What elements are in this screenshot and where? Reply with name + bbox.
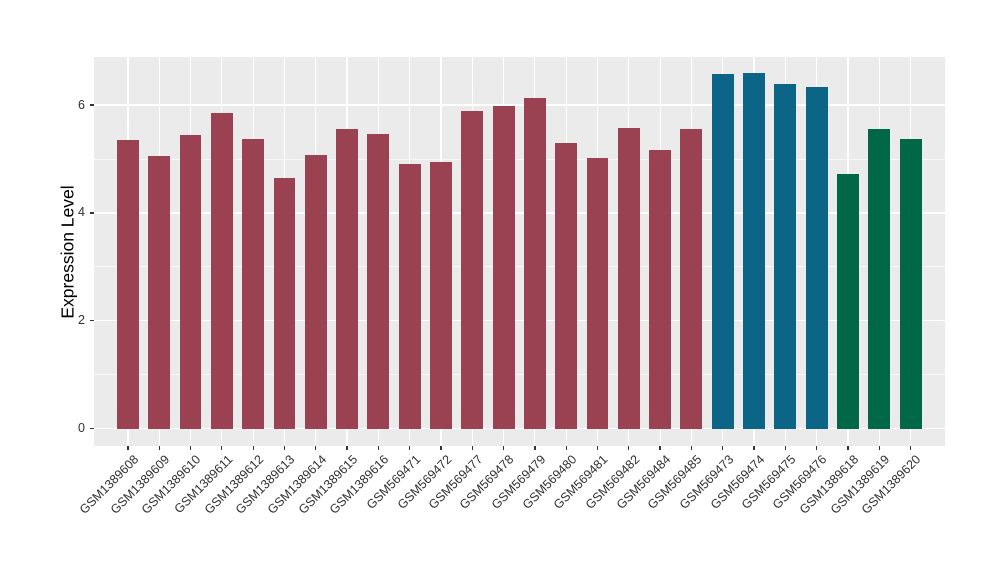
y-axis-tick — [89, 427, 94, 430]
h-gridline-minor — [93, 266, 945, 268]
x-axis-tick — [377, 446, 380, 450]
x-axis-tick — [659, 446, 661, 450]
bar-GSM1389620 — [899, 138, 922, 429]
bar-GSM1389611 — [210, 113, 233, 429]
x-axis-tick — [189, 446, 192, 450]
bar-GSM1389609 — [148, 155, 171, 429]
x-axis-tick — [722, 446, 724, 450]
x-axis-tick — [409, 446, 411, 450]
x-axis-tick — [502, 446, 505, 450]
x-axis-tick — [784, 446, 786, 450]
bar-GSM569482 — [617, 128, 640, 429]
bar-GSM1389613 — [273, 177, 296, 429]
h-gridline-major — [93, 427, 945, 430]
bar-GSM569485 — [680, 128, 703, 429]
h-gridline-major — [93, 212, 945, 214]
h-gridline-major — [93, 320, 945, 322]
h-gridline-minor — [93, 158, 945, 160]
bar-GSM569474 — [743, 73, 765, 429]
x-axis-tick — [283, 446, 286, 450]
h-gridline-minor — [93, 374, 945, 376]
bar-GSM569472 — [430, 161, 452, 429]
x-axis-tick — [753, 446, 755, 450]
y-tick-label: 2 — [78, 313, 85, 328]
h-gridline-major — [93, 104, 945, 106]
bar-GSM1389608 — [116, 140, 139, 429]
plot-panel — [93, 57, 945, 446]
x-axis-tick — [596, 446, 599, 450]
bar-GSM569471 — [398, 164, 421, 429]
bar-GSM569481 — [586, 157, 609, 429]
x-axis-tick — [158, 446, 160, 450]
y-tick-label: 6 — [78, 97, 85, 112]
x-axis-tick — [534, 446, 536, 450]
bar-GSM1389615 — [336, 128, 359, 429]
bar-GSM1389618 — [836, 173, 859, 429]
bar-GSM1389616 — [367, 133, 390, 429]
bar-GSM569480 — [555, 142, 578, 429]
y-tick-label: 4 — [78, 205, 85, 220]
y-axis-tick — [89, 104, 94, 106]
x-axis-tick — [628, 446, 630, 450]
x-axis-tick — [252, 446, 254, 450]
x-axis-tick — [315, 446, 317, 450]
x-axis-tick — [440, 446, 442, 450]
x-axis-tick — [690, 446, 693, 450]
y-axis-tick — [89, 320, 94, 322]
bar-GSM569476 — [805, 87, 828, 429]
x-axis-tick — [221, 446, 223, 450]
x-axis-tick — [878, 446, 880, 450]
y-axis-tick — [89, 212, 94, 214]
x-axis-tick — [565, 446, 567, 450]
x-axis-tick — [471, 446, 473, 450]
bar-GSM1389610 — [179, 135, 202, 429]
bar-GSM1389619 — [868, 128, 891, 429]
bar-GSM1389614 — [304, 155, 327, 429]
bar-GSM569477 — [461, 110, 484, 429]
x-axis-tick — [815, 446, 818, 450]
bar-GSM569475 — [774, 83, 797, 429]
bar-GSM569479 — [523, 98, 546, 429]
x-axis-tick — [847, 446, 849, 450]
bar-GSM569484 — [649, 149, 672, 429]
x-axis-tick — [346, 446, 348, 450]
bar-GSM569473 — [711, 74, 734, 429]
x-axis-tick — [127, 446, 129, 450]
y-tick-label: 0 — [78, 421, 85, 435]
x-axis-tick — [909, 446, 912, 450]
bar-GSM569478 — [492, 105, 515, 429]
y-axis-title: Expression Level — [57, 184, 77, 319]
bar-GSM1389612 — [242, 138, 265, 429]
